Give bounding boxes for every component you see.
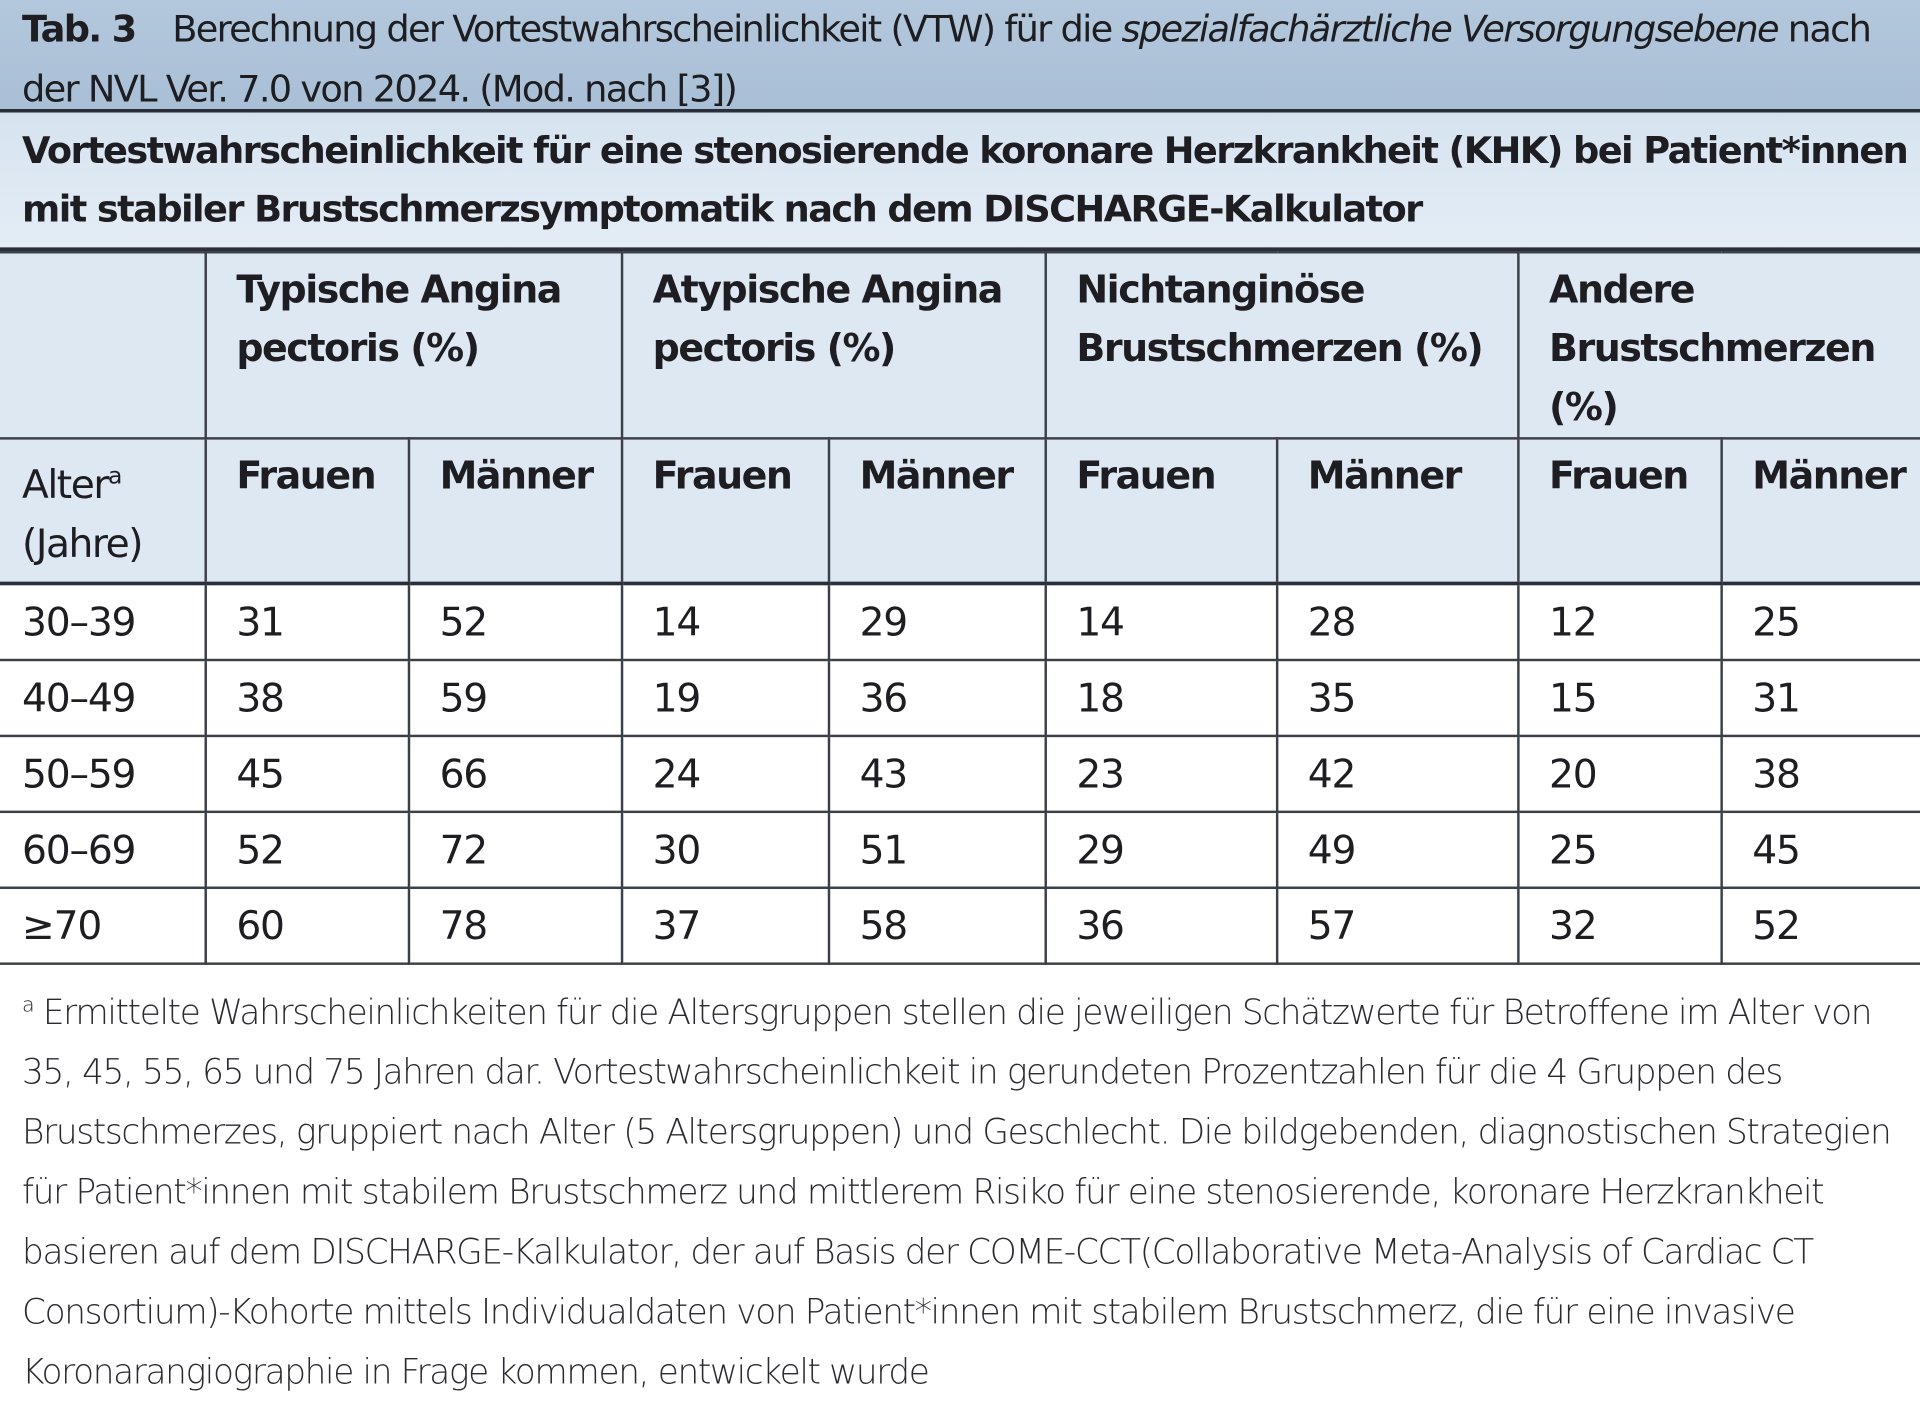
value-cell: 38 <box>204 658 411 738</box>
value-cell: 35 <box>1275 658 1520 738</box>
age-cell: 30–39 <box>0 582 207 662</box>
probability-table: Typische Angina pectoris (%) Atypische A… <box>0 251 1920 965</box>
caption-text: Berechnung der Vortestwahrscheinlichkeit… <box>172 8 1122 52</box>
table-footnote: a Ermittelte Wahrscheinlichkeiten für di… <box>0 965 1920 1402</box>
value-cell: 25 <box>1720 582 1920 662</box>
value-cell: 32 <box>1517 886 1723 965</box>
sub-header: Frauen <box>1517 437 1723 586</box>
age-cell: ≥70 <box>0 886 207 965</box>
table-label: Tab. 3 <box>22 8 137 52</box>
sub-header: Männer <box>1720 437 1920 586</box>
value-cell: 49 <box>1275 810 1520 889</box>
value-cell: 18 <box>1044 658 1279 738</box>
value-cell: 14 <box>620 582 831 662</box>
sub-header: Frauen <box>204 437 411 586</box>
value-cell: 52 <box>204 810 411 889</box>
table-body: 30–39 31 52 14 29 14 28 12 25 40–49 38 59 19 36 18 35 15… <box>0 582 1920 965</box>
value-cell: 45 <box>1720 810 1920 889</box>
value-cell: 12 <box>1517 582 1723 662</box>
value-cell: 58 <box>827 886 1047 965</box>
value-cell: 23 <box>1044 734 1279 814</box>
value-cell: 28 <box>1275 582 1520 662</box>
table-row: 40–49 38 59 19 36 18 35 15 31 <box>0 658 1920 738</box>
value-cell: 59 <box>407 658 624 738</box>
value-cell: 29 <box>827 582 1047 662</box>
footnote-mark: a <box>107 461 122 490</box>
value-cell: 14 <box>1044 582 1279 662</box>
age-cell: 40–49 <box>0 658 207 738</box>
empty-header-cell <box>0 251 207 440</box>
sub-header: Frauen <box>1044 437 1279 586</box>
age-header-unit: (Jahre) <box>22 519 144 567</box>
value-cell: 15 <box>1517 658 1723 738</box>
footnote-mark: a <box>22 991 35 1017</box>
value-cell: 20 <box>1517 734 1723 814</box>
age-header-label: Alter <box>22 461 109 508</box>
value-cell: 52 <box>1720 886 1920 965</box>
sub-header: Frauen <box>620 437 831 586</box>
value-cell: 60 <box>204 886 411 965</box>
sub-header-row: Altera (Jahre) Frauen Männer Frauen Männe… <box>0 437 1920 586</box>
table-row: ≥70 60 78 37 58 36 57 32 52 <box>0 886 1920 965</box>
value-cell: 36 <box>1044 886 1279 965</box>
value-cell: 38 <box>1720 734 1920 814</box>
caption-text-end: nach der NVL Ver. 7.0 von 2024. (Mod. na… <box>22 8 1872 112</box>
value-cell: 31 <box>204 582 411 662</box>
table-row: 60–69 52 72 30 51 29 49 25 45 <box>0 810 1920 889</box>
value-cell: 31 <box>1720 658 1920 738</box>
value-cell: 43 <box>827 734 1047 814</box>
value-cell: 45 <box>204 734 411 814</box>
sub-header: Männer <box>1275 437 1520 586</box>
table-row: 30–39 31 52 14 29 14 28 12 25 <box>0 582 1920 662</box>
group-header: Typische Angina pectoris (%) <box>204 251 624 440</box>
table-subtitle: Vortestwahrscheinlichkeit für eine steno… <box>0 112 1920 252</box>
value-cell: 37 <box>620 886 831 965</box>
group-header: Nichtanginöse Brustschmerzen (%) <box>1044 251 1520 440</box>
value-cell: 51 <box>827 810 1047 889</box>
caption-italic: spezialfachärztliche Versorgungsebene <box>1121 8 1779 52</box>
age-cell: 50–59 <box>0 734 207 814</box>
sub-header: Männer <box>827 437 1047 586</box>
value-cell: 30 <box>620 810 831 889</box>
value-cell: 78 <box>407 886 624 965</box>
value-cell: 42 <box>1275 734 1520 814</box>
value-cell: 19 <box>620 658 831 738</box>
group-header-row: Typische Angina pectoris (%) Atypische A… <box>0 251 1920 440</box>
age-cell: 60–69 <box>0 810 207 889</box>
value-cell: 72 <box>407 810 624 889</box>
footnote-text: Ermittelte Wahrscheinlichkeiten für die … <box>22 992 1892 1393</box>
value-cell: 25 <box>1517 810 1723 889</box>
sub-header: Männer <box>407 437 624 586</box>
value-cell: 57 <box>1275 886 1520 965</box>
group-header: Andere Brustschmerzen (%) <box>1517 251 1920 440</box>
value-cell: 29 <box>1044 810 1279 889</box>
value-cell: 24 <box>620 734 831 814</box>
table-row: 50–59 45 66 24 43 23 42 20 38 <box>0 734 1920 814</box>
age-header: Altera (Jahre) <box>0 437 207 586</box>
value-cell: 66 <box>407 734 624 814</box>
value-cell: 52 <box>407 582 624 662</box>
value-cell: 36 <box>827 658 1047 738</box>
group-header: Atypische Angina pectoris (%) <box>620 251 1047 440</box>
table-caption: Tab. 3 Berechnung der Vortestwahrscheinli… <box>0 0 1920 113</box>
